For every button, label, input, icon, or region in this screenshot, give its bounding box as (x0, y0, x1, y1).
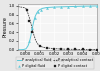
P digital contact (29, 21, 30, 22)
P analytical contact (20, 7, 22, 8)
P analytical contact (75, 49, 76, 50)
P analytical contact (33, 34, 34, 35)
P analytical fluid (68, 6, 69, 7)
P analytical contact (26, 10, 27, 11)
P analytical contact (23, 7, 24, 8)
P analytical contact (96, 49, 98, 50)
P analytical contact (28, 13, 29, 14)
P analytical contact (53, 48, 55, 49)
P analytical fluid (42, 8, 43, 9)
P analytical fluid (35, 16, 36, 17)
P digital contact (82, 49, 83, 50)
P analytical contact (46, 47, 47, 48)
P analytical fluid (32, 27, 33, 28)
P analytical contact (35, 39, 36, 40)
P digital fluid (60, 6, 62, 7)
P analytical fluid (20, 49, 22, 50)
P analytical contact (25, 8, 26, 9)
P digital fluid (68, 6, 69, 7)
Line: P analytical contact: P analytical contact (18, 7, 97, 50)
P digital contact (96, 49, 98, 50)
P digital fluid (29, 40, 30, 41)
P digital contact (26, 10, 27, 11)
P digital contact (68, 49, 69, 50)
P analytical fluid (36, 13, 37, 14)
P digital fluid (34, 17, 36, 19)
P analytical fluid (82, 6, 83, 7)
P analytical contact (17, 6, 19, 7)
P digital fluid (89, 6, 91, 7)
P digital fluid (53, 7, 55, 8)
Line: P analytical fluid: P analytical fluid (18, 6, 97, 50)
P digital contact (39, 46, 40, 47)
P analytical contact (38, 44, 39, 45)
P analytical fluid (89, 6, 90, 7)
P analytical fluid (25, 48, 26, 49)
P analytical fluid (23, 49, 24, 50)
P digital contact (32, 32, 33, 33)
P analytical contact (36, 42, 37, 43)
P analytical contact (30, 23, 32, 24)
P analytical contact (32, 29, 33, 30)
P analytical contact (68, 49, 69, 50)
P digital contact (60, 49, 62, 50)
Legend: P analytical fluid, P digital fluid, P analytical contact, P digital contact: P analytical fluid, P digital fluid, P a… (16, 57, 94, 69)
P analytical fluid (60, 6, 62, 7)
P digital fluid (96, 5, 98, 7)
P digital fluid (32, 27, 33, 28)
Y-axis label: Pressure: Pressure (3, 16, 8, 37)
P digital fluid (37, 12, 39, 13)
P analytical fluid (33, 21, 34, 22)
P analytical fluid (17, 49, 19, 50)
P analytical contact (39, 45, 40, 46)
P analytical contact (82, 49, 83, 50)
P analytical fluid (26, 47, 27, 48)
P digital contact (89, 49, 91, 50)
P digital contact (75, 49, 76, 50)
P analytical contact (89, 49, 90, 50)
P digital fluid (46, 7, 47, 9)
P digital fluid (40, 9, 42, 10)
P digital fluid (75, 6, 76, 7)
P analytical fluid (30, 35, 32, 36)
P digital contact (53, 48, 55, 49)
P analytical fluid (53, 7, 55, 8)
P analytical fluid (46, 7, 47, 8)
P analytical fluid (39, 9, 40, 10)
P analytical fluid (29, 41, 30, 42)
P digital contact (46, 48, 47, 49)
P digital fluid (82, 6, 83, 7)
P analytical fluid (28, 45, 29, 46)
P analytical fluid (75, 6, 76, 7)
X-axis label: t (ms): t (ms) (50, 58, 65, 63)
